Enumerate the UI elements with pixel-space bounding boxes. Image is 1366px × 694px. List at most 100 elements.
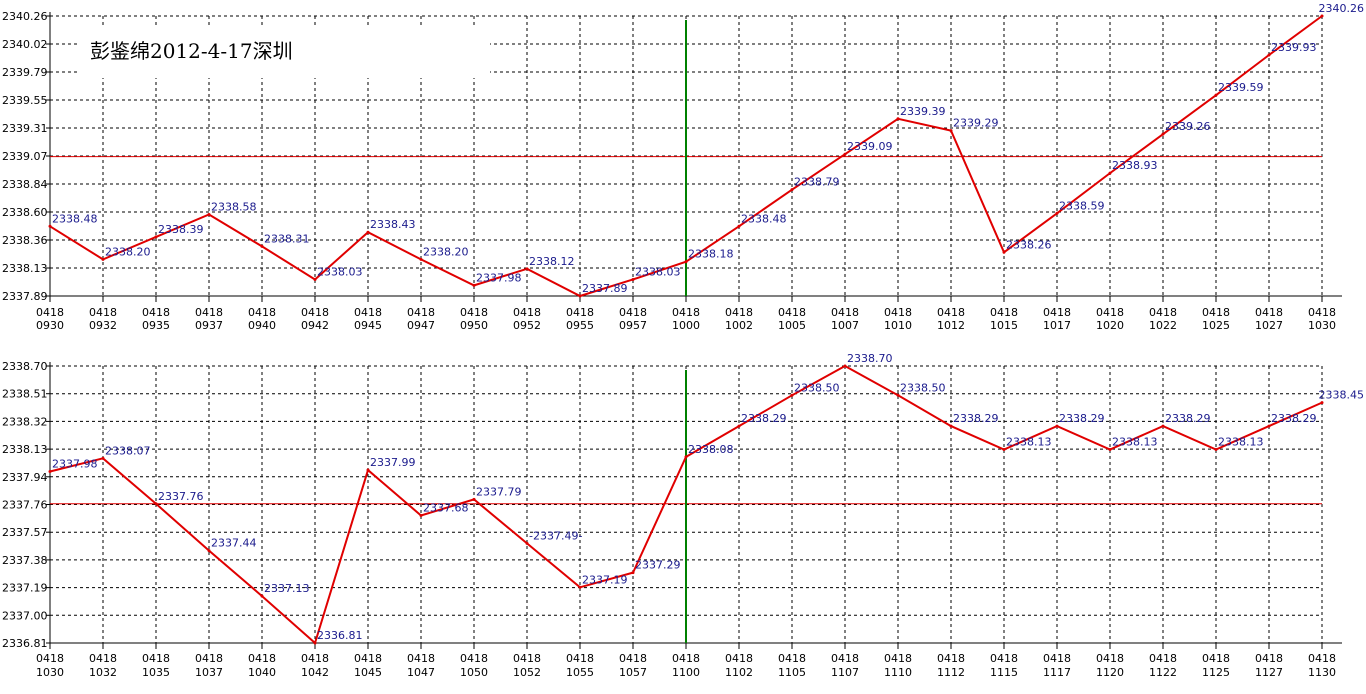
x-tick-label-time: 1057 <box>619 666 647 679</box>
data-point <box>1055 424 1059 428</box>
x-tick-label-time: 1017 <box>1043 319 1071 332</box>
x-tick-label-time: 1030 <box>1308 319 1336 332</box>
data-label: 2338.31 <box>264 232 310 245</box>
x-tick-label-date: 0418 <box>89 652 117 665</box>
x-tick-label-time: 1125 <box>1202 666 1230 679</box>
x-tick-label-date: 0418 <box>354 652 382 665</box>
data-label: 2338.50 <box>900 381 946 394</box>
x-tick-label-time: 1040 <box>248 666 276 679</box>
x-tick-label-date: 0418 <box>407 652 435 665</box>
data-label: 2338.13 <box>1218 436 1264 449</box>
x-tick-label-time: 0955 <box>566 319 594 332</box>
data-label: 2338.29 <box>1059 412 1105 425</box>
x-tick-label-date: 0418 <box>725 306 753 319</box>
data-label: 2338.48 <box>741 212 787 225</box>
data-label: 2336.81 <box>317 629 363 642</box>
x-tick-label-time: 0935 <box>142 319 170 332</box>
data-point <box>366 230 370 234</box>
x-tick-label-date: 0418 <box>937 652 965 665</box>
y-tick-label: 2336.81 <box>2 637 48 650</box>
data-point <box>260 244 264 248</box>
data-point <box>1161 424 1165 428</box>
x-tick-label-date: 0418 <box>460 306 488 319</box>
x-tick-label-time: 1000 <box>672 319 700 332</box>
y-tick-label: 2338.84 <box>2 178 48 191</box>
data-point <box>472 497 476 501</box>
data-point <box>207 549 211 553</box>
data-point <box>737 224 741 228</box>
data-label: 2338.48 <box>52 212 98 225</box>
x-tick-label-date: 0418 <box>672 306 700 319</box>
data-point <box>154 235 158 239</box>
x-tick-label-time: 0957 <box>619 319 647 332</box>
data-label: 2337.98 <box>52 458 98 471</box>
data-label: 2338.29 <box>1271 412 1317 425</box>
x-tick-label-time: 1035 <box>142 666 170 679</box>
x-tick-label-time: 1012 <box>937 319 965 332</box>
data-point <box>207 212 211 216</box>
data-label: 2338.50 <box>794 381 840 394</box>
data-point <box>790 188 794 192</box>
data-point <box>790 393 794 397</box>
data-label: 2339.39 <box>900 105 946 118</box>
x-tick-label-time: 1112 <box>937 666 965 679</box>
x-tick-label-date: 0418 <box>778 652 806 665</box>
data-point <box>737 424 741 428</box>
data-label: 2338.13 <box>1006 436 1052 449</box>
y-tick-label: 2338.32 <box>2 415 48 428</box>
data-label: 2337.13 <box>264 582 310 595</box>
x-tick-label-time: 0942 <box>301 319 329 332</box>
x-tick-label-time: 1042 <box>301 666 329 679</box>
data-point <box>684 455 688 459</box>
data-point <box>896 393 900 397</box>
y-tick-label: 2337.38 <box>2 554 48 567</box>
x-tick-label-date: 0418 <box>937 306 965 319</box>
data-point <box>313 277 317 281</box>
data-point <box>843 364 847 368</box>
y-tick-label: 2339.79 <box>2 66 48 79</box>
x-tick-label-date: 0418 <box>301 652 329 665</box>
x-tick-label-date: 0418 <box>36 306 64 319</box>
data-point <box>631 571 635 575</box>
x-tick-label-date: 0418 <box>1308 306 1336 319</box>
x-tick-label-date: 0418 <box>301 306 329 319</box>
x-tick-label-date: 0418 <box>831 652 859 665</box>
upper-chart-panel: 2340.26 2340.02 2339.79 2339.55 2339.31 2339.… <box>2 2 1364 332</box>
x-tick-label-date: 0418 <box>884 306 912 319</box>
data-point <box>1108 171 1112 175</box>
y-tick-label: 2337.89 <box>2 290 48 303</box>
data-label: 2338.45 <box>1319 389 1365 402</box>
data-label: 2338.03 <box>317 265 363 278</box>
x-tick-label-date: 0418 <box>142 306 170 319</box>
x-tick-label-time: 0930 <box>36 319 64 332</box>
title-backdrop <box>80 28 490 78</box>
x-tick-label-date: 0418 <box>354 306 382 319</box>
x-tick-label-time: 0952 <box>513 319 541 332</box>
data-point <box>1055 211 1059 215</box>
data-label: 2339.59 <box>1218 81 1264 94</box>
data-point <box>525 267 529 271</box>
x-tick-label-date: 0418 <box>566 652 594 665</box>
x-tick-label-date: 0418 <box>1149 306 1177 319</box>
x-tick-label-time: 1032 <box>89 666 117 679</box>
y-tick-label: 2340.26 <box>2 10 48 23</box>
x-tick-label-date: 0418 <box>36 652 64 665</box>
data-label: 2338.59 <box>1059 199 1105 212</box>
x-tick-label-date: 0418 <box>1308 652 1336 665</box>
data-point <box>1002 250 1006 254</box>
data-point <box>154 502 158 506</box>
x-tick-label-date: 0418 <box>1096 652 1124 665</box>
y-tick-label: 2339.07 <box>2 150 48 163</box>
data-point <box>684 260 688 264</box>
data-label: 2338.12 <box>529 255 575 268</box>
x-tick-label-time: 1037 <box>195 666 223 679</box>
x-tick-label-time: 1025 <box>1202 319 1230 332</box>
y-tick-label: 2337.57 <box>2 526 48 539</box>
data-point <box>949 129 953 133</box>
x-tick-label-date: 0418 <box>460 652 488 665</box>
data-label: 2338.43 <box>370 218 416 231</box>
x-tick-label-time: 1107 <box>831 666 859 679</box>
y-tick-label: 2338.13 <box>2 262 48 275</box>
x-tick-label-time: 1045 <box>354 666 382 679</box>
data-label: 2338.58 <box>211 200 257 213</box>
